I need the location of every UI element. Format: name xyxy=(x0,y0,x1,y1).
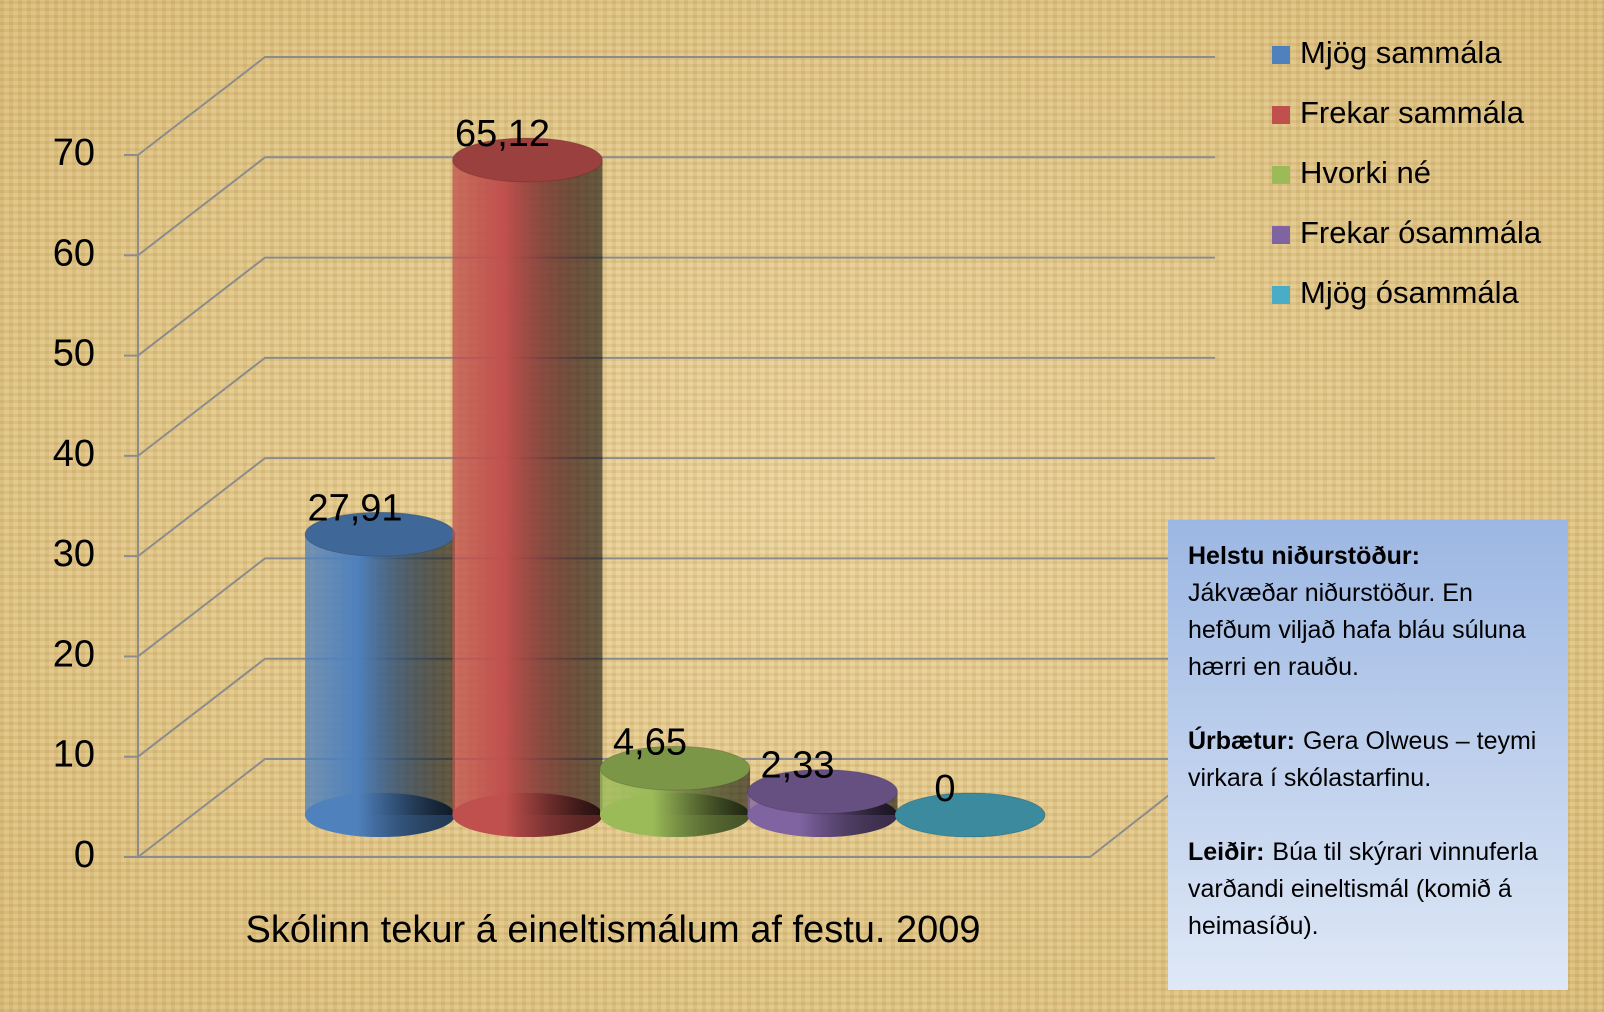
y-tick-label: 50 xyxy=(53,333,95,375)
note-heading: Leiðir: xyxy=(1188,838,1265,866)
chart-title: Skólinn tekur á eineltismálum af festu. … xyxy=(245,909,980,951)
note-box: Helstu niðurstöður: Jákvæðar niðurstöður.… xyxy=(1168,520,1568,990)
legend-swatch xyxy=(1272,166,1290,184)
grid-line xyxy=(137,156,1215,257)
y-tick-label: 70 xyxy=(53,132,95,174)
y-tick-label: 0 xyxy=(74,834,95,876)
grid-line xyxy=(137,56,1215,156)
legend-label: Frekar sammála xyxy=(1300,95,1525,130)
note-text: Búa til skýrari vinnuferla varðandi eine… xyxy=(1188,838,1538,940)
legend-swatch xyxy=(1272,226,1290,244)
value-label: 2,33 xyxy=(761,745,835,787)
note-heading: Helstu niðurstöður: xyxy=(1188,542,1420,570)
y-tick-label: 60 xyxy=(53,232,95,274)
note-paragraph: Leiðir: Búa til skýrari vinnuferla varðan… xyxy=(1188,834,1548,945)
bar-top xyxy=(452,137,603,183)
grid-line xyxy=(137,657,1215,758)
grid-line xyxy=(137,758,1215,858)
legend-label: Hvorki né xyxy=(1300,155,1431,190)
bar-top xyxy=(894,792,1046,838)
value-label: 65,12 xyxy=(455,113,550,155)
value-label: 0 xyxy=(934,768,955,810)
bar xyxy=(305,534,455,815)
note-paragraph: Helstu niðurstöður: Jákvæðar niðurstöður.… xyxy=(1188,538,1548,686)
legend-label: Mjög ósammála xyxy=(1300,275,1520,310)
legend-swatch xyxy=(1272,106,1290,124)
y-tick-label: 40 xyxy=(53,433,95,475)
y-tick-label: 10 xyxy=(53,734,95,776)
grid-line xyxy=(137,557,1215,658)
grid-line xyxy=(137,256,1215,357)
legend-swatch xyxy=(1272,46,1290,64)
value-label: 27,91 xyxy=(307,487,402,529)
value-label: 4,65 xyxy=(613,721,687,763)
bar-top xyxy=(747,769,898,815)
note-text: Gera Olweus – teymi virkara í skólastarf… xyxy=(1188,727,1537,792)
legend-label: Frekar ósammála xyxy=(1300,215,1542,250)
legend-label: Mjög sammála xyxy=(1300,35,1502,70)
y-tick-label: 20 xyxy=(53,633,95,675)
note-paragraph: Úrbætur: Gera Olweus – teymi virkara í sk… xyxy=(1188,723,1548,797)
legend-swatch xyxy=(1272,286,1290,304)
bar xyxy=(452,160,603,815)
grid-line xyxy=(137,457,1215,557)
note-text: Jákvæðar niðurstöður. En hefðum viljað h… xyxy=(1188,579,1526,681)
y-tick-label: 30 xyxy=(53,533,95,575)
note-heading: Úrbætur: xyxy=(1188,727,1295,755)
bar-top xyxy=(599,745,751,791)
grid-line xyxy=(137,356,1215,457)
